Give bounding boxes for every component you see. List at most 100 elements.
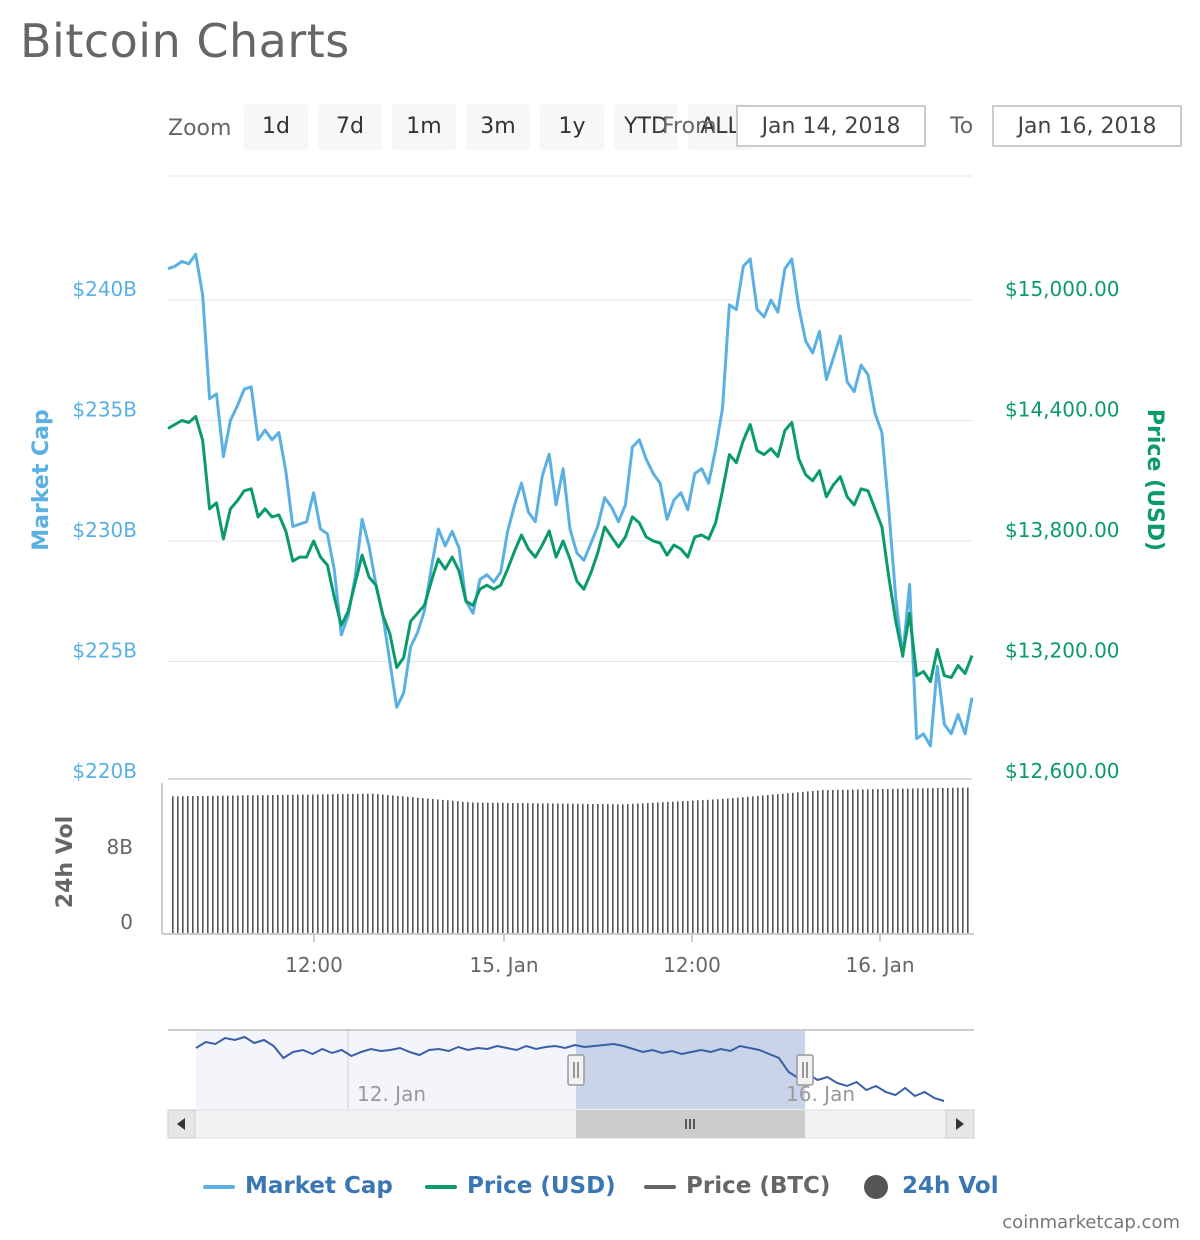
- volume-bar: [337, 794, 339, 934]
- market-cap-tick-label: $235B: [72, 398, 137, 422]
- volume-bar: [817, 790, 819, 934]
- volume-bar: [947, 787, 949, 934]
- chart-area: $240B $235B $230B $225B $220B $15,000.00 $14,…: [29, 175, 1167, 1139]
- volume-bar: [497, 802, 499, 934]
- volume-bar: [912, 788, 914, 934]
- x-tick-label: 12:00: [663, 953, 721, 977]
- volume-bar: [187, 796, 189, 934]
- volume-bar: [587, 803, 589, 934]
- volume-bar: [902, 788, 904, 934]
- volume-bar: [822, 790, 824, 934]
- chevron-right-icon: [956, 1118, 964, 1130]
- volume-bar: [672, 801, 674, 934]
- volume-bar: [282, 794, 284, 934]
- volume-bar: [632, 803, 634, 934]
- zoom-7d-button[interactable]: 7d: [318, 104, 382, 150]
- volume-bar: [667, 801, 669, 934]
- volume-bar: [377, 794, 379, 934]
- volume-bar: [922, 788, 924, 934]
- volume-bar: [397, 795, 399, 934]
- volume-bar: [202, 795, 204, 934]
- market-cap-swatch: [203, 1184, 235, 1189]
- from-label: From: [662, 114, 717, 139]
- volume-bar: [252, 795, 254, 934]
- market-cap-tick-label: $230B: [72, 518, 137, 542]
- volume-tick-label: 8B: [107, 835, 133, 859]
- volume-bar: [422, 798, 424, 934]
- volume-bar: [542, 803, 544, 934]
- volume-bar: [722, 799, 724, 934]
- to-date-input[interactable]: [992, 105, 1182, 147]
- volume-bar: [617, 804, 619, 934]
- navigator-unselected-left: [196, 1031, 576, 1109]
- volume-bar: [942, 788, 944, 934]
- volume-bar: [572, 803, 574, 934]
- volume-bar: [697, 800, 699, 934]
- navigator-handle-body[interactable]: [796, 1054, 814, 1086]
- volume-bar: [692, 800, 694, 934]
- legend-item-price-usd[interactable]: Price (USD): [425, 1168, 616, 1204]
- volume-bar: [782, 793, 784, 934]
- page-title: Bitcoin Charts: [20, 14, 350, 68]
- legend-item-24h-vol[interactable]: 24h Vol: [864, 1168, 999, 1204]
- navigator-right-handle[interactable]: [796, 1054, 814, 1086]
- navigator-selection[interactable]: [576, 1031, 805, 1109]
- volume-bar: [192, 796, 194, 934]
- volume-bar: [242, 795, 244, 934]
- volume-bar: [647, 803, 649, 934]
- volume-bar: [332, 794, 334, 934]
- volume-bar: [772, 794, 774, 934]
- volume-axis-title: 24h Vol: [53, 816, 78, 908]
- price-usd-axis-title: Price (USD): [1142, 409, 1167, 551]
- from-date-input[interactable]: [736, 105, 926, 147]
- volume-bar: [197, 796, 199, 934]
- volume-bar: [172, 796, 174, 934]
- volume-bar: [892, 788, 894, 934]
- volume-bar: [602, 804, 604, 934]
- navigator-tick-label: 16. Jan: [786, 1082, 855, 1106]
- volume-bar: [532, 803, 534, 934]
- legend-item-market-cap[interactable]: Market Cap: [203, 1168, 393, 1204]
- credit-link[interactable]: coinmarketcap.com: [1002, 1212, 1180, 1233]
- volume-bar: [207, 795, 209, 934]
- navigator[interactable]: 12. Jan 16. Jan: [167, 1029, 975, 1139]
- to-label: To: [950, 114, 974, 139]
- zoom-1m-button[interactable]: 1m: [392, 104, 456, 150]
- market-cap-tick-label: $225B: [72, 639, 137, 663]
- volume-bar: [652, 802, 654, 934]
- navigator-left-handle[interactable]: [567, 1054, 585, 1086]
- volume-bar: [702, 800, 704, 934]
- volume-bar: [512, 803, 514, 934]
- volume-bar: [307, 794, 309, 934]
- volume-bar: [907, 788, 909, 934]
- volume-bar: [507, 803, 509, 934]
- volume-bar: [247, 795, 249, 934]
- zoom-1y-button[interactable]: 1y: [540, 104, 604, 150]
- legend-item-price-btc[interactable]: Price (BTC): [644, 1168, 830, 1204]
- volume-bar: [297, 794, 299, 934]
- navigator-line: [195, 1035, 945, 1102]
- volume-bar: [382, 794, 384, 934]
- scrollbar-track[interactable]: [167, 1109, 975, 1139]
- zoom-1d-button[interactable]: 1d: [244, 104, 308, 150]
- volume-bar: [742, 797, 744, 934]
- volume-bar: [857, 789, 859, 934]
- volume-bar: [767, 795, 769, 934]
- volume-bar: [737, 797, 739, 934]
- price-usd-tick-label: $13,800.00: [1005, 518, 1120, 542]
- navigator-handle-body[interactable]: [567, 1054, 585, 1086]
- volume-bar: [347, 794, 349, 934]
- volume-bar: [322, 794, 324, 934]
- volume-bar: [952, 787, 954, 934]
- volume-bar: [777, 794, 779, 934]
- x-tick-label: 16. Jan: [846, 953, 915, 977]
- volume-bar: [177, 796, 179, 934]
- volume-bar: [622, 804, 624, 934]
- zoom-ytd-button[interactable]: YTD: [614, 104, 678, 150]
- zoom-3m-button[interactable]: 3m: [466, 104, 530, 150]
- volume-bar: [917, 788, 919, 934]
- legend-label-market-cap: Market Cap: [245, 1173, 393, 1199]
- volume-bar: [807, 791, 809, 934]
- volume-bar: [637, 803, 639, 934]
- volume-bar: [302, 794, 304, 934]
